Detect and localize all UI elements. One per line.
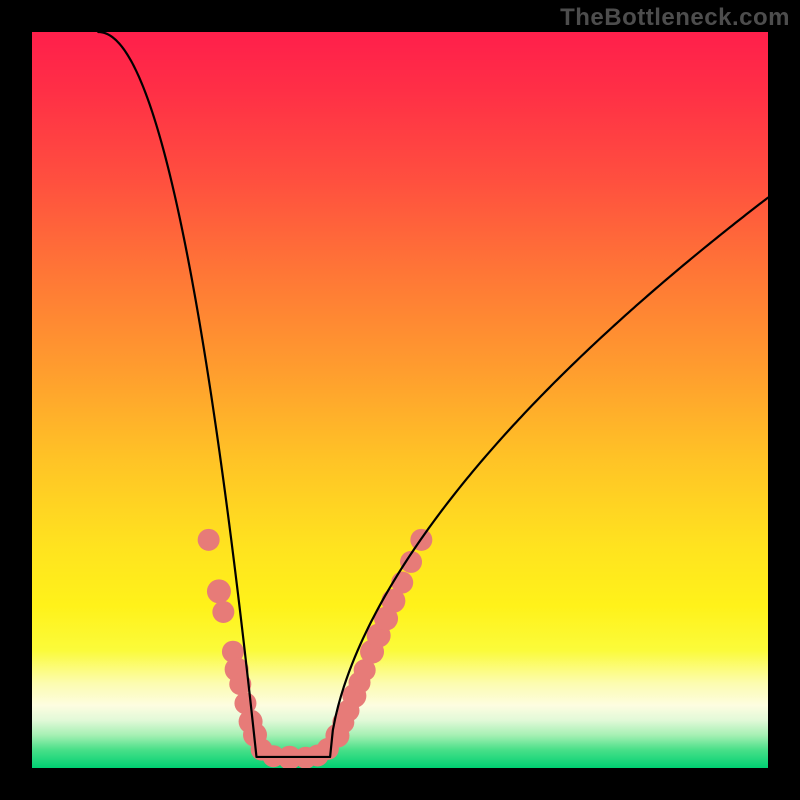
chart-svg	[0, 0, 800, 800]
data-dot	[391, 572, 413, 594]
data-dot	[207, 579, 231, 603]
gradient-background	[32, 32, 768, 768]
data-dot	[212, 601, 234, 623]
watermark-text: TheBottleneck.com	[560, 4, 790, 32]
data-dot	[198, 529, 220, 551]
chart-frame: TheBottleneck.com	[0, 0, 800, 800]
